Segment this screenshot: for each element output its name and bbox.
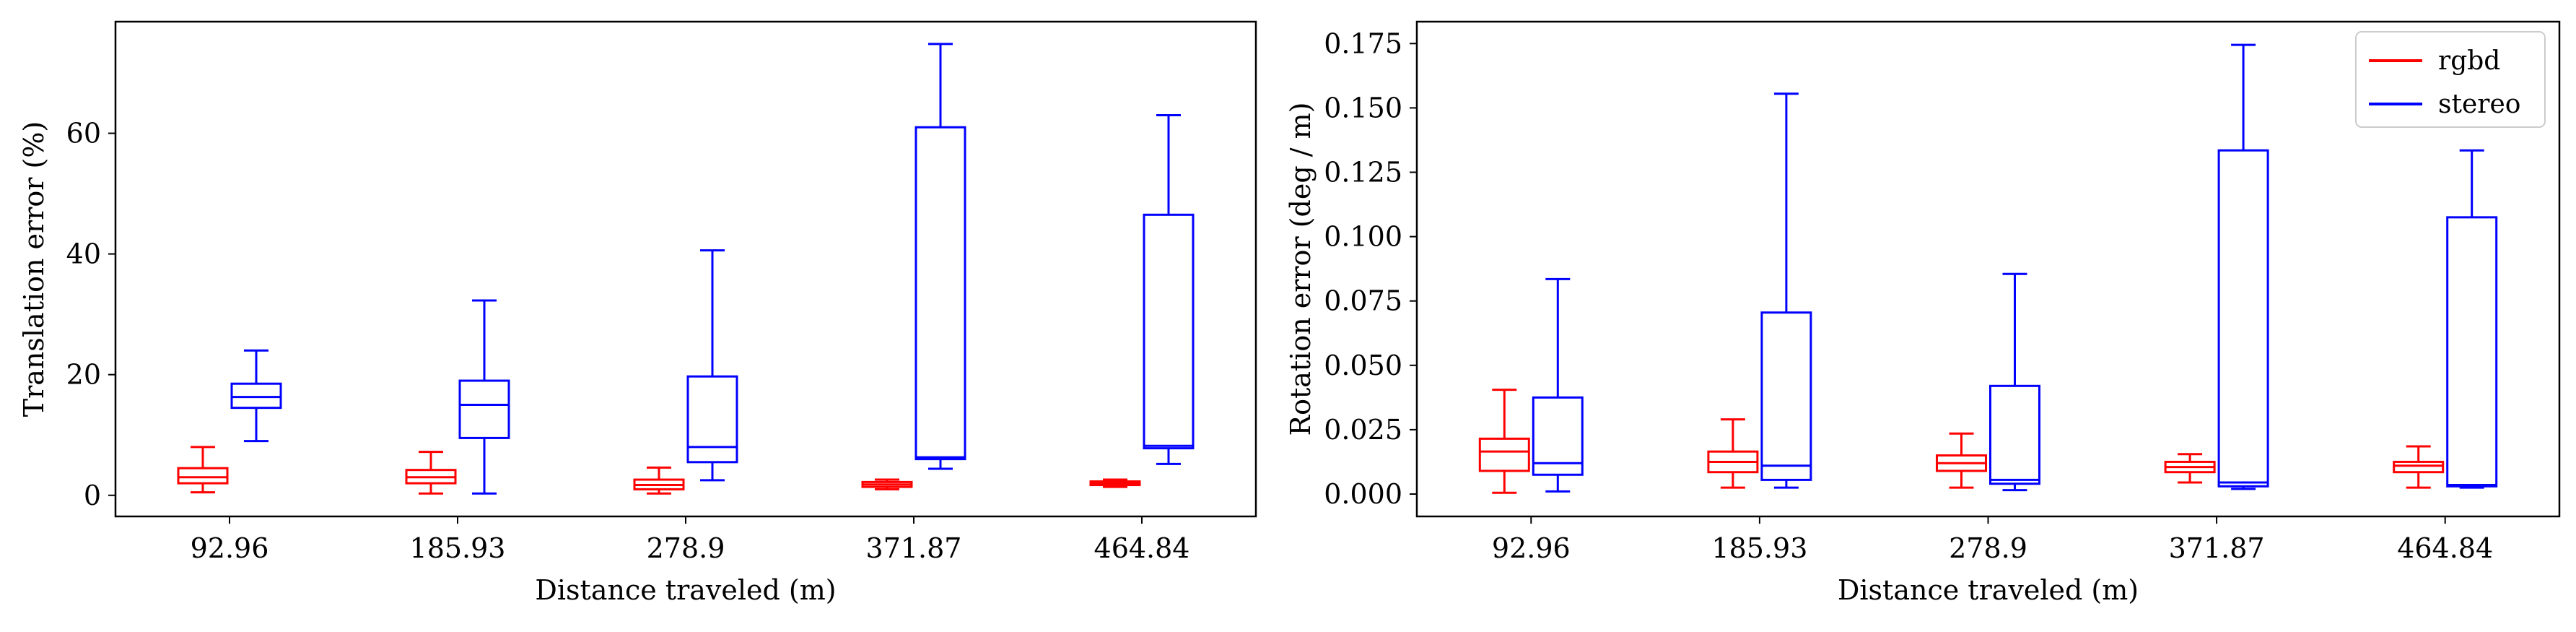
box-body xyxy=(1760,311,1812,481)
x-tick-label: 464.84 xyxy=(1094,532,1190,564)
y-axis-label: Rotation error (deg / m) xyxy=(1285,103,1317,436)
box-body xyxy=(2393,460,2445,474)
y-tick-label: 0.075 xyxy=(1324,285,1402,317)
box-rgbd-5 xyxy=(2393,445,2445,489)
x-tick-label: 371.87 xyxy=(2169,532,2265,564)
x-tick-label: 278.9 xyxy=(1949,532,2027,564)
axes-frame xyxy=(114,20,1257,518)
x-tick-label: 185.93 xyxy=(410,532,506,564)
legend-label-rgbd: rgbd xyxy=(2438,46,2500,76)
box-body xyxy=(914,126,966,461)
box-rgbd-3 xyxy=(633,466,685,495)
box-rgbd-1 xyxy=(177,446,229,494)
box-stereo-2 xyxy=(458,299,510,495)
box-stereo-5 xyxy=(2446,149,2498,489)
box-stereo-1 xyxy=(230,349,282,443)
y-tick-label: 0.175 xyxy=(1324,27,1402,59)
y-tick-label: 0.000 xyxy=(1324,478,1402,510)
box-body xyxy=(1989,384,2040,485)
box-stereo-4 xyxy=(2217,43,2269,490)
y-tick-label: 0.150 xyxy=(1324,92,1402,124)
box-body xyxy=(230,382,282,410)
box-rgbd-3 xyxy=(1936,432,1987,489)
x-tick-label: 278.9 xyxy=(647,532,725,564)
box-stereo-3 xyxy=(686,249,738,482)
y-tick-label: 0.025 xyxy=(1324,414,1402,446)
x-tick-label: 371.87 xyxy=(866,532,962,564)
x-axis-label: Distance traveled (m) xyxy=(535,574,836,606)
x-axis-label: Distance traveled (m) xyxy=(1838,574,2139,606)
box-rgbd-5 xyxy=(1089,478,1141,488)
y-axis-label: Translation error (%) xyxy=(18,121,50,417)
box-stereo-2 xyxy=(1760,92,1812,489)
y-tick-label: 60 xyxy=(66,118,101,150)
x-tick-label: 464.84 xyxy=(2397,532,2493,564)
panel-1: 92.96 185.93 278.9 371.87 464.84 0 20 40 60 Dista… xyxy=(18,20,1257,606)
box-stereo-5 xyxy=(1143,113,1195,465)
legend: rgbd stereo xyxy=(2355,31,2546,128)
y-tick-label: 0.125 xyxy=(1324,156,1402,188)
box-body xyxy=(1143,213,1195,450)
x-tick-label: 185.93 xyxy=(1711,532,1807,564)
y-tick-label: 0 xyxy=(84,480,101,511)
y-tick-label: 0.050 xyxy=(1324,350,1402,381)
box-rgbd-4 xyxy=(861,478,913,490)
x-tick-label: 92.96 xyxy=(1492,532,1571,564)
box-body xyxy=(1478,437,1530,472)
panel-2: 92.96 185.93 278.9 371.87 464.84 0.000 0.025 0.… xyxy=(1285,20,2561,606)
box-stereo-1 xyxy=(1532,277,1584,493)
box-rgbd-1 xyxy=(1478,389,1530,494)
box-rgbd-2 xyxy=(1707,418,1759,489)
box-body xyxy=(2446,216,2498,488)
box-body xyxy=(2217,149,2269,488)
box-body xyxy=(458,379,510,439)
y-tick-label: 40 xyxy=(66,238,101,270)
x-tick-label: 92.96 xyxy=(191,532,269,564)
y-tick-label: 0.100 xyxy=(1324,221,1402,253)
box-rgbd-4 xyxy=(2164,453,2216,484)
y-tick-label: 20 xyxy=(66,359,101,391)
box-stereo-3 xyxy=(1989,272,2040,492)
box-body xyxy=(177,467,229,485)
box-body xyxy=(686,375,738,464)
box-rgbd-2 xyxy=(405,451,457,495)
box-stereo-4 xyxy=(914,43,966,470)
legend-label-stereo: stereo xyxy=(2438,90,2520,119)
box-body xyxy=(1532,396,1584,476)
